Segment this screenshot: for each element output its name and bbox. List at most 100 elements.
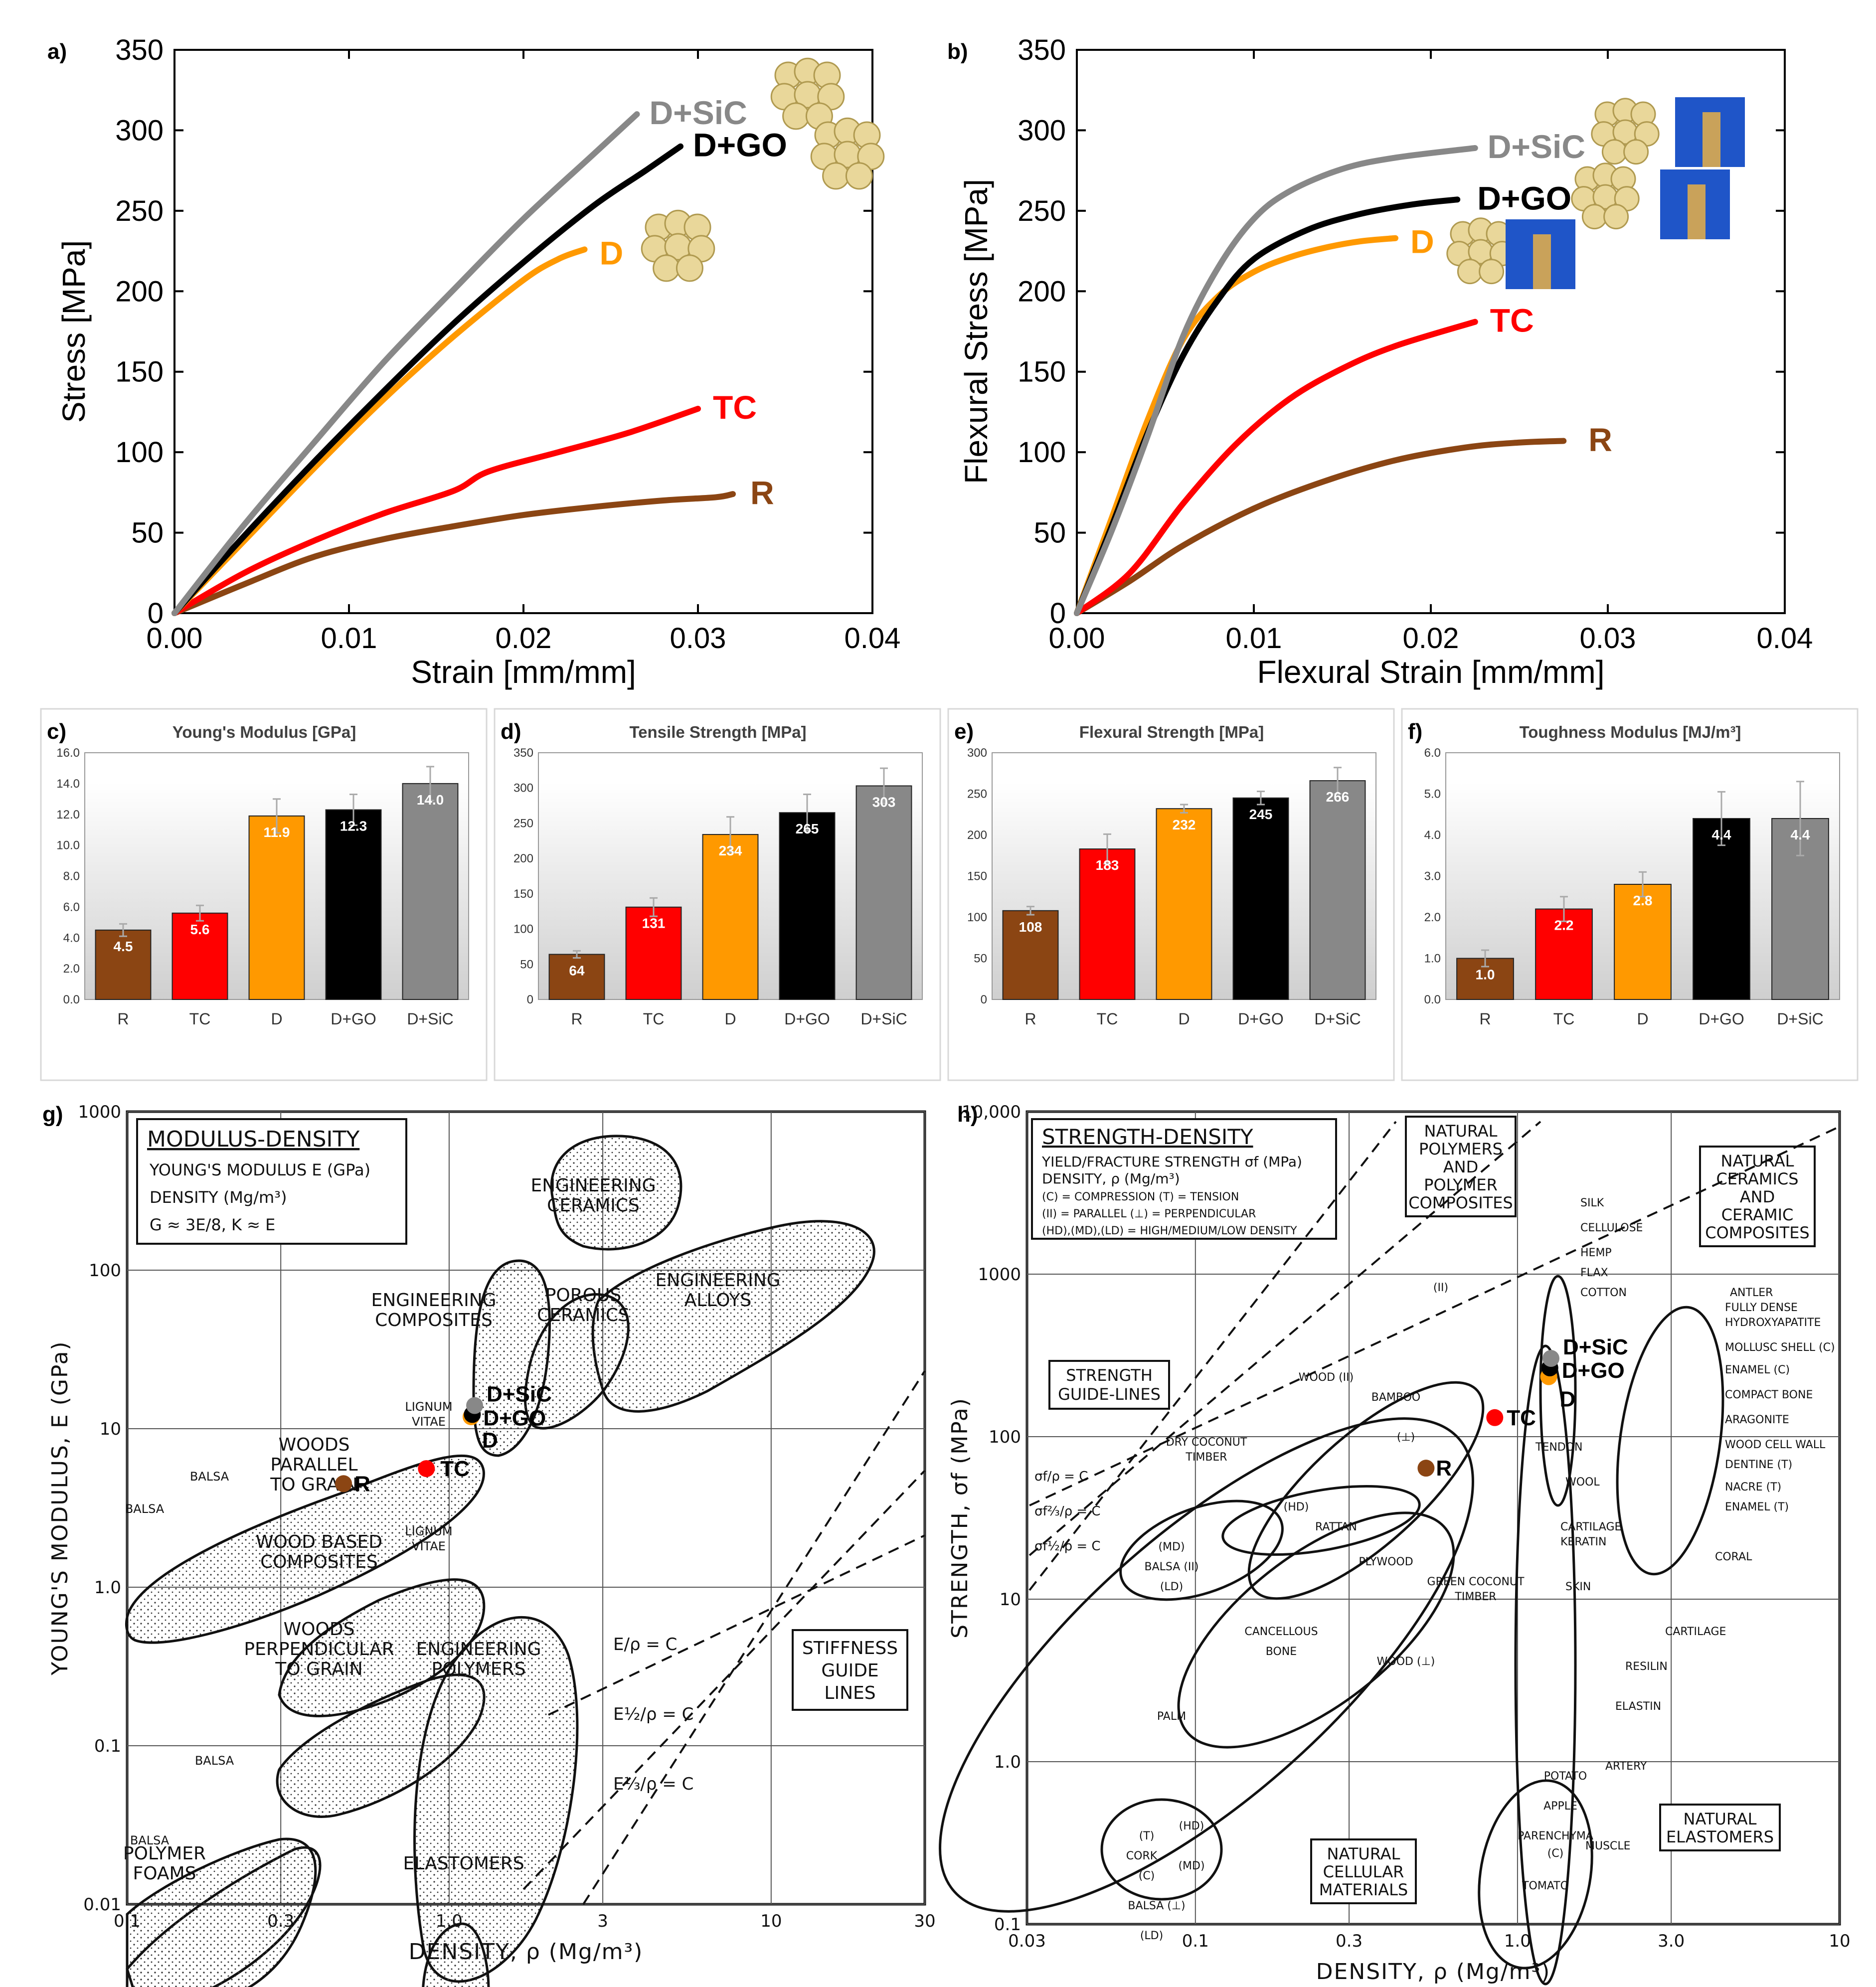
region-natural-elastomers xyxy=(1514,1344,1577,1986)
y-tick-label: 10 xyxy=(100,1419,121,1439)
material-region-label: DENTINE (T) xyxy=(1725,1459,1792,1471)
guide-box-line: GUIDE xyxy=(821,1660,878,1681)
region-natural-ceramics xyxy=(1616,1306,1724,1576)
natural-ceramics-box xyxy=(1699,1146,1816,1247)
y-tick-label: 14.0 xyxy=(56,777,80,791)
series-label-D+SiC: D+SiC xyxy=(1488,128,1585,165)
series-label-R: R xyxy=(1588,421,1612,458)
panel-label-g: g) xyxy=(42,1102,63,1127)
inner-region-label: BAMBOO xyxy=(1371,1391,1420,1404)
bar-D+GO xyxy=(779,812,836,1000)
x-axis-title: Strain [mm/mm] xyxy=(411,654,636,690)
y-tick-label: 10,000 xyxy=(962,1102,1021,1122)
x-tick-label: 0.02 xyxy=(496,622,552,655)
series-label-TC: TC xyxy=(1490,302,1534,339)
region-label: ENGINEERING xyxy=(371,1290,496,1311)
legend-line: YIELD/FRACTURE STRENGTH σf (MPa) xyxy=(1041,1154,1302,1170)
series-line-D xyxy=(1074,235,1398,616)
legend-line: (HD),(MD),(LD) = HIGH/MEDIUM/LOW DENSITY xyxy=(1042,1225,1297,1237)
y-tick-label: 100 xyxy=(1018,436,1066,469)
panel-g-modulus-density-map: g) 0.10.31.0310300.010.11.0101001000DENS… xyxy=(42,1102,936,1987)
inner-region-label: WOOD (⊥) xyxy=(1377,1656,1435,1668)
panel-f-toughness-bars: f) Toughness Modulus [MJ/m³] 0.0 1.0 2.0 3.0… xyxy=(1401,708,1859,1081)
region-label: WOODS xyxy=(284,1619,355,1640)
bar-R xyxy=(1002,910,1059,1000)
material-label-TC: TC xyxy=(440,1457,470,1481)
y-tick-label: 300 xyxy=(115,114,164,147)
material-label-D+GO: D+GO xyxy=(483,1406,546,1430)
y-tick-label: 2.0 xyxy=(63,962,80,976)
y-tick-label: 200 xyxy=(115,275,164,308)
material-region-label: ELASTIN xyxy=(1615,1700,1661,1713)
natural-elastomers-box-line: ELASTOMERS xyxy=(1666,1827,1774,1846)
guide-equation: E⅓/ρ = C xyxy=(613,1774,693,1794)
fiber-bundle-icon xyxy=(810,117,885,190)
fiber-bundle-icon xyxy=(641,209,715,282)
category-label: D+GO xyxy=(1699,1010,1744,1028)
x-tick-label: 0.04 xyxy=(845,622,901,655)
y-tick-label: 8.0 xyxy=(63,870,80,883)
natural-ceramics-box-line: CERAMICS xyxy=(1716,1169,1798,1188)
y-tick-label: 300 xyxy=(1018,114,1066,147)
natural-polymers-box-line: POLYMERS xyxy=(1419,1140,1503,1159)
region-label: COMPOSITES xyxy=(260,1552,378,1572)
bar-value-label: 11.9 xyxy=(264,825,290,840)
region-label: FOAMS xyxy=(133,1863,196,1884)
category-label: TC xyxy=(1097,1010,1118,1028)
region-label: ENGINEERING xyxy=(416,1639,541,1659)
category-label: TC xyxy=(189,1010,211,1028)
material-point-R xyxy=(1417,1460,1435,1477)
region-polymer-foams xyxy=(126,1837,317,1987)
bar-chart-title: Flexural Strength [MPa] xyxy=(1079,723,1264,741)
category-label: D xyxy=(724,1010,736,1028)
region-engineering-polymers xyxy=(413,1616,579,1983)
material-label-D: D xyxy=(1560,1387,1576,1412)
y-tick-label: 6.0 xyxy=(63,900,80,914)
inner-region-label: PLYWOOD xyxy=(1359,1556,1413,1568)
inner-region-label: GREEN COCONUT xyxy=(1427,1576,1525,1588)
natural-cellular-box-line: NATURAL xyxy=(1327,1844,1400,1863)
natural-ceramics-box-line: COMPOSITES xyxy=(1705,1223,1809,1242)
x-axis-title: DENSITY, ρ (Mg/m³) xyxy=(1316,1959,1551,1985)
region-label: VITAE xyxy=(412,1415,446,1429)
material-region-label: WOOD CELL WALL xyxy=(1725,1439,1826,1451)
y-tick-label: 1.0 xyxy=(1424,952,1441,966)
region-engineering-ceramics xyxy=(550,1135,682,1251)
material-label-D+SiC: D+SiC xyxy=(487,1382,552,1407)
inner-region-label: APPLE xyxy=(1543,1800,1577,1813)
inner-region-label: CANCELLOUS xyxy=(1244,1626,1318,1638)
material-point-R xyxy=(335,1475,352,1492)
bar-chart-title: Young's Modulus [GPa] xyxy=(172,723,356,741)
series-label-D+GO: D+GO xyxy=(1477,179,1571,216)
region-cork xyxy=(1100,1798,1223,1901)
y-tick-label: 350 xyxy=(1018,34,1066,66)
bar-value-label: 303 xyxy=(872,794,896,810)
y-tick-label: 300 xyxy=(967,746,987,760)
bar-D+GO xyxy=(325,809,382,1000)
guide-equation: σf⅔/ρ = C xyxy=(1034,1504,1101,1519)
category-label: R xyxy=(1479,1010,1491,1028)
region-label: COMPOSITES xyxy=(375,1310,493,1330)
natural-cellular-box-line: MATERIALS xyxy=(1319,1880,1408,1899)
y-tick-label: 50 xyxy=(520,958,533,971)
natural-elastomers-box-line: NATURAL xyxy=(1684,1810,1757,1828)
x-tick-label: 30 xyxy=(914,1911,935,1931)
guide-equation: σf½/ρ = C xyxy=(1034,1539,1101,1554)
strength-guides-box-line: GUIDE-LINES xyxy=(1058,1385,1161,1404)
region-label: CERAMICS xyxy=(547,1195,640,1216)
guide-equation: E½/ρ = C xyxy=(613,1704,693,1724)
guide-line xyxy=(522,1470,926,1890)
y-axis-title: Flexural Stress [MPa] xyxy=(958,179,994,484)
material-label-TC: TC xyxy=(1507,1406,1536,1430)
inner-region-label: (HD) xyxy=(1284,1501,1309,1513)
category-label: D+SiC xyxy=(407,1010,453,1028)
fiber-bundle-icon xyxy=(1446,217,1515,285)
x-tick-label: 3 xyxy=(597,1911,608,1931)
guide-line xyxy=(1028,1121,1397,1591)
natural-polymers-box-line: POLYMER xyxy=(1424,1175,1498,1194)
inner-region-label: (II) xyxy=(1433,1282,1448,1294)
region-label: WOODS xyxy=(279,1435,350,1455)
natural-elastomers-box xyxy=(1659,1804,1781,1851)
bar-TC xyxy=(625,906,682,1000)
category-label: TC xyxy=(643,1010,665,1028)
